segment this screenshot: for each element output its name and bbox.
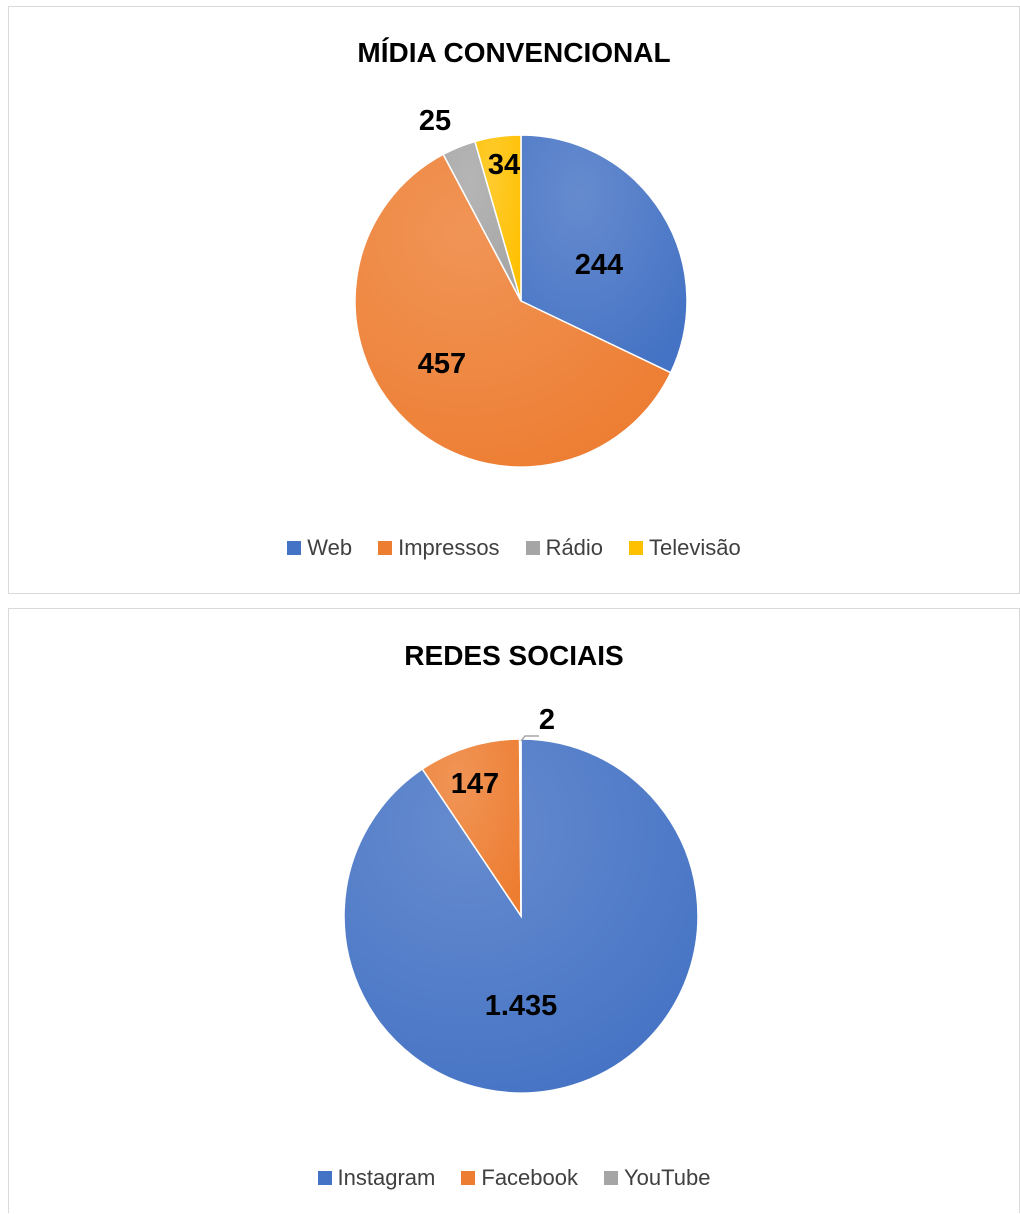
pie-chart: 244 457 25 34 bbox=[354, 105, 688, 468]
legend-item-instagram: Instagram bbox=[317, 1165, 436, 1191]
legend-swatch bbox=[525, 541, 540, 555]
legend-swatch bbox=[378, 541, 393, 555]
legend-swatch bbox=[629, 541, 644, 555]
legend-label: Rádio bbox=[545, 535, 604, 560]
chart-redes-sociais: REDES SOCIAIS 1.435 147 2 Instagram Facebo… bbox=[8, 608, 1020, 1213]
pie-slice-youtube bbox=[518, 738, 522, 917]
pie-chart: 1.435 147 2 bbox=[343, 704, 699, 1094]
legend-label: Impressos bbox=[398, 535, 500, 560]
data-label-impressos: 457 bbox=[418, 348, 466, 380]
data-label-radio: 25 bbox=[419, 105, 451, 137]
legend-swatch bbox=[317, 1171, 332, 1185]
legend-swatch bbox=[604, 1171, 618, 1185]
data-label-youtube: 2 bbox=[539, 704, 555, 736]
data-label-web: 244 bbox=[575, 249, 623, 281]
chart-midia-convencional: MÍDIA CONVENCIONAL 244 457 25 34 Web Impres… bbox=[8, 6, 1020, 594]
legend: Web Impressos Rádio Televisão bbox=[9, 535, 1019, 561]
legend-item-youtube: YouTube bbox=[604, 1165, 710, 1191]
pie-slice-web bbox=[520, 134, 688, 374]
pie-slice-impressos bbox=[354, 153, 672, 468]
data-label-instagram: 1.435 bbox=[485, 990, 558, 1022]
legend-item-facebook: Facebook bbox=[461, 1165, 578, 1191]
chart-title: MÍDIA CONVENCIONAL bbox=[357, 37, 671, 68]
legend: Instagram Facebook YouTube bbox=[9, 1165, 1019, 1191]
data-label-facebook: 147 bbox=[451, 768, 499, 800]
legend-item-televisao: Televisão bbox=[629, 535, 741, 561]
pie-slice-televisao bbox=[474, 134, 522, 302]
legend-label: Facebook bbox=[481, 1165, 578, 1190]
data-label-televisao: 34 bbox=[488, 149, 520, 181]
legend-item-web: Web bbox=[287, 535, 352, 561]
legend-item-impressos: Impressos bbox=[378, 535, 500, 561]
legend-swatch bbox=[287, 541, 302, 555]
pie-slice-facebook bbox=[421, 738, 522, 919]
legend-label: Televisão bbox=[649, 535, 741, 560]
legend-swatch bbox=[461, 1171, 476, 1185]
legend-item-radio: Rádio bbox=[525, 535, 604, 561]
legend-label: Web bbox=[307, 535, 353, 560]
legend-label: Instagram bbox=[337, 1165, 436, 1190]
legend-label: YouTube bbox=[624, 1165, 711, 1190]
chart-title: REDES SOCIAIS bbox=[404, 640, 624, 671]
leader-line bbox=[520, 735, 539, 742]
